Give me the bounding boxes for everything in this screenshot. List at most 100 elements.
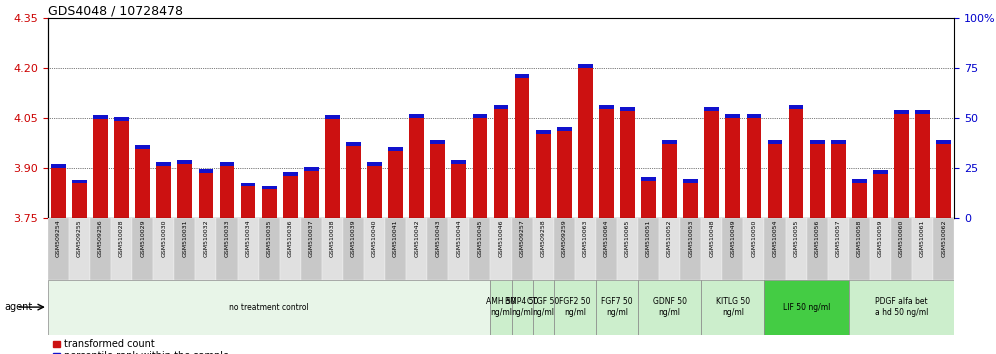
- Bar: [135, 145, 150, 149]
- Bar: [828, 218, 849, 280]
- Bar: [768, 144, 783, 218]
- Bar: [638, 218, 659, 280]
- Bar: [789, 109, 804, 218]
- Legend: transformed count, percentile rank within the sample: transformed count, percentile rank withi…: [53, 339, 229, 354]
- Bar: [304, 171, 319, 218]
- Bar: [469, 218, 490, 280]
- Bar: [346, 146, 361, 218]
- Text: GSM510030: GSM510030: [161, 219, 166, 257]
- Bar: [448, 218, 469, 280]
- Bar: [51, 164, 66, 168]
- Text: GSM510057: GSM510057: [836, 219, 841, 257]
- Bar: [662, 144, 677, 218]
- Text: GSM510046: GSM510046: [498, 219, 504, 257]
- Bar: [177, 164, 192, 218]
- Bar: [704, 111, 719, 218]
- Bar: [472, 118, 487, 218]
- Text: GSM510063: GSM510063: [583, 219, 588, 257]
- Text: GSM510028: GSM510028: [120, 219, 124, 257]
- Bar: [174, 218, 195, 280]
- Bar: [596, 218, 617, 280]
- Bar: [554, 218, 575, 280]
- Bar: [807, 218, 828, 280]
- Bar: [325, 119, 340, 218]
- Text: GSM510043: GSM510043: [435, 219, 440, 257]
- Bar: [786, 218, 807, 280]
- Text: GSM510058: GSM510058: [857, 219, 862, 257]
- Bar: [219, 162, 234, 166]
- Text: GSM510049: GSM510049: [730, 219, 735, 257]
- Bar: [789, 105, 804, 109]
- Bar: [237, 218, 259, 280]
- Bar: [831, 141, 846, 144]
- Text: GSM510036: GSM510036: [288, 219, 293, 257]
- Text: GSM510064: GSM510064: [604, 219, 609, 257]
- Bar: [641, 177, 656, 181]
- Bar: [94, 119, 108, 218]
- Text: no treatment control: no treatment control: [229, 303, 309, 312]
- Bar: [472, 114, 487, 118]
- Text: GSM510051: GSM510051: [646, 219, 651, 257]
- Bar: [388, 151, 403, 218]
- Bar: [451, 164, 466, 218]
- Bar: [873, 175, 887, 218]
- Text: GSM510032: GSM510032: [203, 219, 208, 257]
- Bar: [599, 109, 614, 218]
- Bar: [557, 127, 572, 131]
- Text: GSM510056: GSM510056: [815, 219, 820, 257]
- Text: GSM510045: GSM510045: [477, 219, 482, 257]
- Bar: [683, 183, 698, 218]
- Bar: [301, 218, 322, 280]
- Bar: [575, 218, 596, 280]
- Bar: [894, 114, 909, 218]
- Text: GSM509256: GSM509256: [98, 219, 103, 257]
- Bar: [725, 114, 740, 118]
- Bar: [90, 218, 111, 280]
- Bar: [135, 149, 150, 218]
- Bar: [241, 186, 255, 218]
- Text: GSM510062: GSM510062: [941, 219, 946, 257]
- Bar: [490, 218, 512, 280]
- Bar: [683, 179, 698, 183]
- Bar: [198, 169, 213, 173]
- Bar: [621, 111, 634, 218]
- Bar: [912, 218, 933, 280]
- Bar: [280, 218, 301, 280]
- Bar: [831, 144, 846, 218]
- Text: GSM510037: GSM510037: [309, 219, 314, 257]
- Bar: [69, 218, 90, 280]
- Bar: [810, 141, 825, 144]
- Bar: [364, 218, 385, 280]
- Text: GSM509259: GSM509259: [562, 219, 567, 257]
- Bar: [621, 107, 634, 111]
- Text: CTGF 50
ng/ml: CTGF 50 ng/ml: [527, 297, 560, 317]
- Bar: [259, 218, 280, 280]
- Bar: [722, 218, 743, 280]
- Bar: [536, 130, 551, 135]
- Bar: [701, 280, 765, 335]
- Bar: [72, 183, 87, 218]
- Bar: [680, 218, 701, 280]
- Text: GSM510031: GSM510031: [182, 219, 187, 257]
- Bar: [515, 74, 530, 78]
- Bar: [409, 118, 424, 218]
- Text: GSM510040: GSM510040: [373, 219, 377, 257]
- Text: GSM509254: GSM509254: [56, 219, 61, 257]
- Text: GSM510034: GSM510034: [246, 219, 251, 257]
- Text: GSM510055: GSM510055: [794, 219, 799, 257]
- Bar: [662, 141, 677, 144]
- Text: KITLG 50
ng/ml: KITLG 50 ng/ml: [716, 297, 750, 317]
- Text: GSM510065: GSM510065: [624, 219, 629, 257]
- Bar: [768, 141, 783, 144]
- Bar: [599, 105, 614, 109]
- Bar: [747, 118, 761, 218]
- Bar: [765, 280, 849, 335]
- Bar: [111, 218, 132, 280]
- Text: LIF 50 ng/ml: LIF 50 ng/ml: [783, 303, 831, 312]
- Bar: [512, 280, 533, 335]
- Text: GSM509258: GSM509258: [541, 219, 546, 257]
- Bar: [490, 280, 512, 335]
- Bar: [494, 109, 508, 218]
- Text: AMH 50
ng/ml: AMH 50 ng/ml: [486, 297, 516, 317]
- Bar: [536, 135, 551, 218]
